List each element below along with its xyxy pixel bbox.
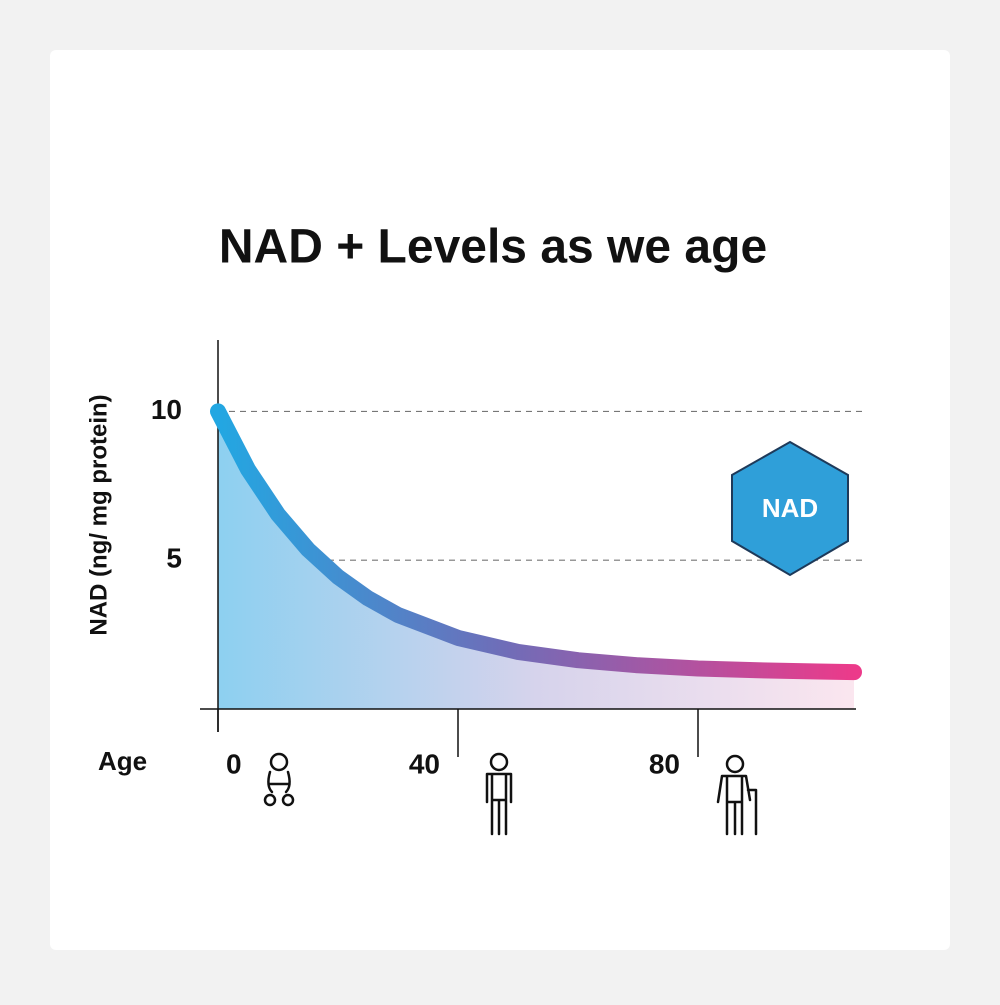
nad-badge: NAD (731, 440, 849, 577)
x-tick-label: 0 (226, 748, 242, 779)
line (210, 403, 862, 681)
hexagon (731, 440, 849, 577)
y-tick-label: 5 (166, 543, 182, 574)
area (218, 411, 854, 709)
card (50, 50, 950, 950)
adult-icon (485, 752, 513, 836)
elder-icon (716, 754, 758, 836)
x-tick-label: 80 (649, 748, 680, 779)
badge-label: NAD (762, 493, 818, 523)
y-axis-label: NAD (ng/ mg protein) (85, 394, 112, 635)
plot: 5 10 0 40 80 (151, 340, 862, 779)
y-tick-label: 10 (151, 394, 182, 425)
x-axis-label: Age (98, 746, 147, 776)
baby-icon (263, 752, 295, 807)
chart-title: NAD + Levels as we age (219, 221, 767, 274)
x-tick-label: 40 (409, 748, 440, 779)
age-icons (263, 752, 758, 836)
